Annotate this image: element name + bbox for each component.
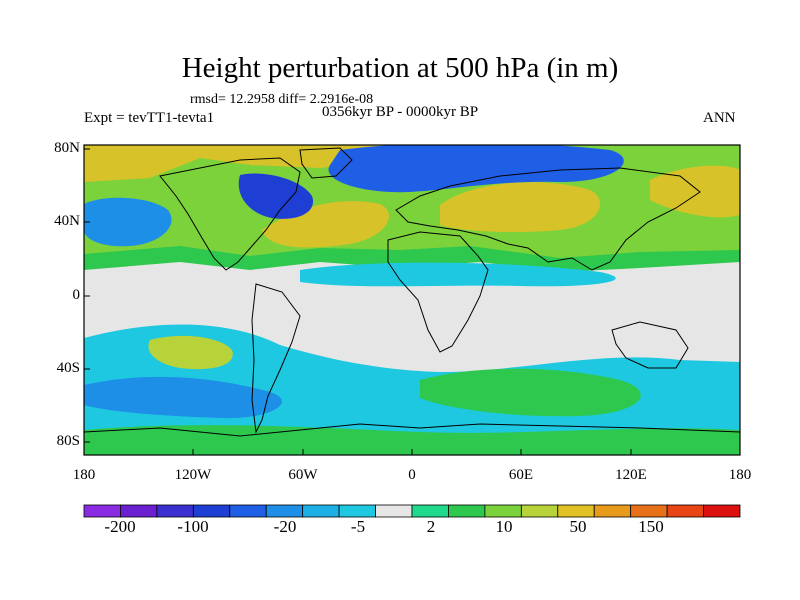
contour-yellow-north	[84, 145, 400, 182]
colorbar-label: -20	[273, 517, 297, 536]
colorbar-swatch	[229, 504, 267, 518]
contour-yellow-atlantic	[262, 201, 389, 248]
contour-yellow-asia	[440, 182, 600, 233]
lon-label-60w: 60W	[288, 467, 318, 483]
contour-yellow-pacific	[650, 165, 740, 218]
lon-label-120e: 120E	[615, 467, 647, 483]
contour-lightblue-africa-band	[300, 262, 616, 287]
coastline-north-america	[159, 157, 301, 271]
colorbar-label: -100	[177, 517, 209, 536]
coastline-south-america	[251, 283, 301, 434]
axis-ticks	[83, 148, 741, 455]
contour-darkblue-canada	[238, 173, 314, 219]
colorbar-swatch	[375, 504, 413, 518]
lat-label-80s: 80S	[56, 433, 80, 449]
colorbar-label: 10	[495, 517, 513, 536]
colorbar-swatch	[265, 504, 304, 518]
lat-label-40n: 40N	[54, 213, 80, 229]
lon-label-180e: 180	[728, 467, 752, 483]
colorbar-swatch	[83, 504, 121, 518]
colorbar-label: -200	[104, 517, 136, 536]
colorbar-swatch	[338, 504, 376, 518]
contour-lightblue-south	[84, 324, 740, 455]
colorbar-label: 150	[638, 517, 664, 536]
colorbar-swatch	[557, 504, 595, 518]
colorbar-swatch	[448, 504, 486, 518]
period-label: 0356kyr BP - 0000kyr BP	[322, 104, 479, 120]
lat-label-80n: 80N	[54, 140, 80, 156]
colorbar-label: 50	[569, 517, 587, 536]
lon-label-0: 0	[408, 467, 416, 483]
coastlines	[84, 147, 740, 437]
contour-field	[84, 145, 740, 455]
lat-label-0: 0	[72, 287, 81, 303]
lon-label-120w: 120W	[174, 467, 212, 483]
lon-label-180w: 180	[72, 467, 96, 483]
coastline-antarctica	[84, 423, 740, 437]
stats-line: rmsd= 12.2958 diff= 2.2916e-08	[190, 92, 374, 107]
colorbar-swatch	[192, 504, 231, 518]
colorbar-swatch	[302, 504, 340, 518]
coastline-africa	[387, 231, 489, 353]
colorbar-swatch	[120, 504, 158, 518]
colorbar-swatch	[411, 504, 449, 518]
colorbar-swatch	[520, 504, 559, 518]
map-title: Height perturbation at 500 hPa (in m)	[181, 52, 619, 84]
colorbar-swatch	[666, 504, 704, 518]
contour-green-south-indian	[420, 368, 641, 417]
contour-blue-pacific	[84, 197, 172, 247]
experiment-label: Expt = tevTT1-tevta1	[84, 110, 215, 126]
colorbar-swatch	[630, 504, 668, 518]
coastline-australia	[611, 321, 689, 369]
colorbar	[83, 504, 741, 518]
colorbar-swatch	[703, 504, 741, 518]
colorbar-swatch	[593, 504, 632, 518]
colorbar-label: -5	[350, 517, 366, 536]
contour-yellow-south-pacific	[148, 335, 233, 370]
coastline-eurasia	[395, 167, 701, 271]
colorbar-swatch	[156, 504, 194, 518]
contour-green-antarctic	[84, 425, 740, 455]
colorbar-label: 2	[426, 517, 436, 536]
season-label: ANN	[703, 110, 736, 126]
colorbar-swatch	[484, 504, 522, 518]
contour-blue-arctic	[328, 145, 624, 193]
contour-blue-south-pacific	[84, 376, 282, 419]
lat-label-40s: 40S	[56, 360, 80, 376]
lon-label-60e: 60E	[508, 467, 534, 483]
coastline-greenland	[299, 147, 353, 179]
